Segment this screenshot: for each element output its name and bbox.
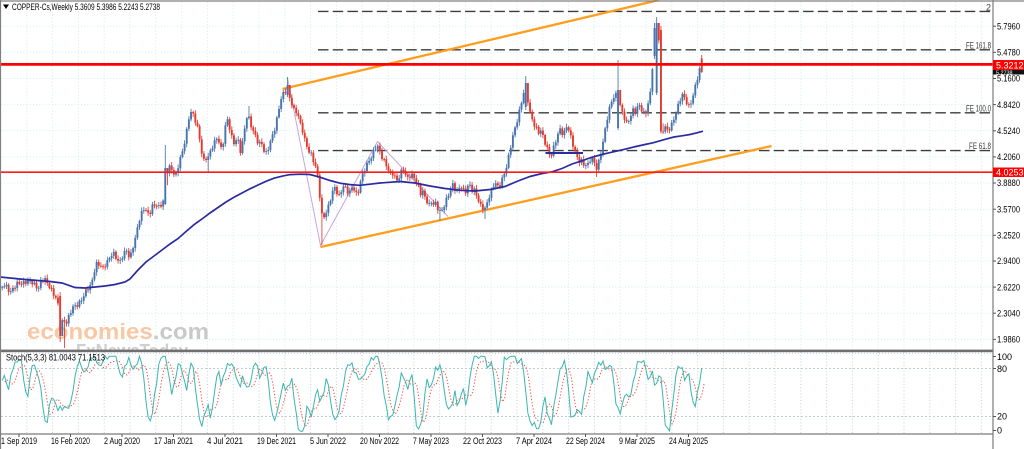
svg-text:5 Jun 2022: 5 Jun 2022 <box>310 436 346 446</box>
svg-text:4.2060: 4.2060 <box>997 152 1020 162</box>
svg-text:FE 100.0: FE 100.0 <box>966 104 991 114</box>
svg-text:COPPER-Cs,Weekly 5.3609 5.398: COPPER-Cs,Weekly 5.3609 5.3986 5.2243 5.… <box>12 2 160 12</box>
svg-text:4.8420: 4.8420 <box>997 100 1020 110</box>
svg-text:1.9860: 1.9860 <box>997 335 1020 345</box>
svg-text:5.2738: 5.2738 <box>996 71 1013 77</box>
svg-text:1 Sep 2019: 1 Sep 2019 <box>1 436 37 446</box>
svg-text:7 Apr 2024: 7 Apr 2024 <box>516 436 552 446</box>
svg-text:24 Aug 2025: 24 Aug 2025 <box>669 436 708 446</box>
svg-text:2 Aug 2020: 2 Aug 2020 <box>104 436 140 446</box>
svg-text:Stoch(5,3,3) 81.0043 71.1513: Stoch(5,3,3) 81.0043 71.1513 <box>6 353 105 363</box>
svg-text:4.5240: 4.5240 <box>997 126 1020 136</box>
svg-text:2.3040: 2.3040 <box>997 308 1020 318</box>
svg-text:5.1600: 5.1600 <box>997 74 1020 84</box>
svg-text:16 Feb 2020: 16 Feb 2020 <box>51 436 90 446</box>
svg-text:9 Mar 2025: 9 Mar 2025 <box>619 436 655 446</box>
svg-text:4.0253: 4.0253 <box>996 168 1024 178</box>
svg-text:FE 61.8: FE 61.8 <box>969 141 991 151</box>
svg-text:3.8880: 3.8880 <box>997 178 1020 188</box>
svg-text:economies.com: economies .com <box>27 319 209 344</box>
svg-text:7 May 2023: 7 May 2023 <box>413 436 449 446</box>
svg-text:22 Sep 2024: 22 Sep 2024 <box>566 436 605 446</box>
svg-text:100: 100 <box>997 352 1012 362</box>
svg-text:5.4780: 5.4780 <box>997 48 1020 58</box>
svg-text:0: 0 <box>997 426 1002 436</box>
svg-text:3.5700: 3.5700 <box>997 204 1020 214</box>
svg-text:20: 20 <box>997 412 1007 422</box>
svg-text:5.3212: 5.3212 <box>996 60 1024 70</box>
svg-text:2: 2 <box>986 3 991 13</box>
svg-text:20 Nov 2022: 20 Nov 2022 <box>360 436 399 446</box>
svg-text:17 Jan 2021: 17 Jan 2021 <box>154 436 193 446</box>
svg-text:FE 161.8: FE 161.8 <box>966 41 991 51</box>
svg-text:19 Dec 2021: 19 Dec 2021 <box>257 436 296 446</box>
svg-text:2.9400: 2.9400 <box>997 256 1020 266</box>
svg-text:5.7960: 5.7960 <box>997 21 1020 31</box>
svg-text:4 Jul 2021: 4 Jul 2021 <box>207 436 243 446</box>
svg-text:22 Oct 2023: 22 Oct 2023 <box>463 436 502 446</box>
svg-text:3.2520: 3.2520 <box>997 231 1020 241</box>
svg-text:2.6220: 2.6220 <box>997 282 1020 292</box>
svg-text:80: 80 <box>997 364 1007 374</box>
